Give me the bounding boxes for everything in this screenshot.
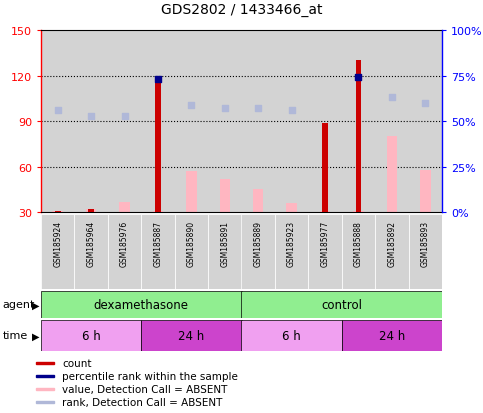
Bar [36, 388, 54, 390]
Text: count: count [62, 358, 92, 368]
Bar [108, 215, 142, 289]
Text: GSM185923: GSM185923 [287, 221, 296, 267]
Bar [41, 215, 74, 289]
Point [221, 106, 228, 112]
Bar [88, 210, 94, 213]
Bar [275, 31, 308, 213]
Bar [119, 202, 130, 213]
Bar [41, 291, 242, 318]
Text: GSM185890: GSM185890 [187, 221, 196, 267]
Bar [108, 31, 142, 213]
Bar [409, 215, 442, 289]
Bar [409, 31, 442, 213]
Bar [342, 215, 375, 289]
Text: 6 h: 6 h [282, 329, 301, 342]
Bar [375, 215, 409, 289]
Bar [142, 320, 242, 351]
Bar [208, 31, 242, 213]
Text: time: time [2, 330, 28, 341]
Bar [186, 172, 197, 213]
Bar [155, 84, 161, 213]
Bar [36, 362, 54, 364]
Point [187, 102, 195, 109]
Bar [36, 375, 54, 377]
Bar [342, 320, 442, 351]
Bar [74, 31, 108, 213]
Text: GDS2802 / 1433466_at: GDS2802 / 1433466_at [161, 2, 322, 17]
Text: rank, Detection Call = ABSENT: rank, Detection Call = ABSENT [62, 397, 223, 407]
Bar [308, 31, 342, 213]
Text: agent: agent [2, 299, 35, 310]
Point [288, 108, 296, 114]
Point [121, 113, 128, 120]
Text: dexamethasone: dexamethasone [94, 298, 189, 311]
Bar [420, 170, 430, 213]
Bar [242, 215, 275, 289]
Text: GSM185977: GSM185977 [321, 221, 329, 267]
Point [355, 75, 362, 81]
Text: GSM185892: GSM185892 [387, 221, 397, 267]
Bar [322, 123, 328, 213]
Text: GSM185887: GSM185887 [154, 221, 162, 267]
Bar [242, 31, 275, 213]
Bar [286, 204, 297, 213]
Point [421, 100, 429, 107]
Bar [355, 61, 361, 213]
Bar [175, 215, 208, 289]
Text: GSM185964: GSM185964 [86, 221, 96, 267]
Bar [353, 211, 364, 213]
Text: 24 h: 24 h [379, 329, 405, 342]
Bar [55, 211, 61, 213]
Bar [242, 291, 442, 318]
Text: GSM185893: GSM185893 [421, 221, 430, 267]
Text: GSM185976: GSM185976 [120, 221, 129, 267]
Bar [86, 210, 97, 213]
Point [54, 108, 62, 114]
Text: GSM185889: GSM185889 [254, 221, 263, 267]
Bar [153, 211, 163, 213]
Bar [41, 31, 74, 213]
Text: 6 h: 6 h [82, 329, 100, 342]
Bar [242, 320, 342, 351]
Text: ▶: ▶ [31, 299, 39, 310]
Text: 24 h: 24 h [178, 329, 204, 342]
Bar [175, 31, 208, 213]
Bar [142, 215, 175, 289]
Bar [386, 137, 397, 213]
Bar [74, 215, 108, 289]
Bar [308, 215, 342, 289]
Point [388, 95, 396, 102]
Text: GSM185924: GSM185924 [53, 221, 62, 267]
Point [154, 77, 162, 83]
Bar [342, 31, 375, 213]
Bar [220, 179, 230, 213]
Bar [36, 401, 54, 404]
Point [87, 113, 95, 120]
Text: ▶: ▶ [31, 330, 39, 341]
Bar [253, 190, 263, 213]
Bar [375, 31, 409, 213]
Bar [208, 215, 242, 289]
Text: GSM185888: GSM185888 [354, 221, 363, 266]
Bar [41, 320, 142, 351]
Bar [53, 211, 63, 213]
Text: value, Detection Call = ABSENT: value, Detection Call = ABSENT [62, 384, 227, 394]
Bar [320, 211, 330, 213]
Text: percentile rank within the sample: percentile rank within the sample [62, 371, 238, 381]
Bar [142, 31, 175, 213]
Bar [275, 215, 308, 289]
Text: control: control [321, 298, 362, 311]
Point [255, 106, 262, 112]
Text: GSM185891: GSM185891 [220, 221, 229, 267]
